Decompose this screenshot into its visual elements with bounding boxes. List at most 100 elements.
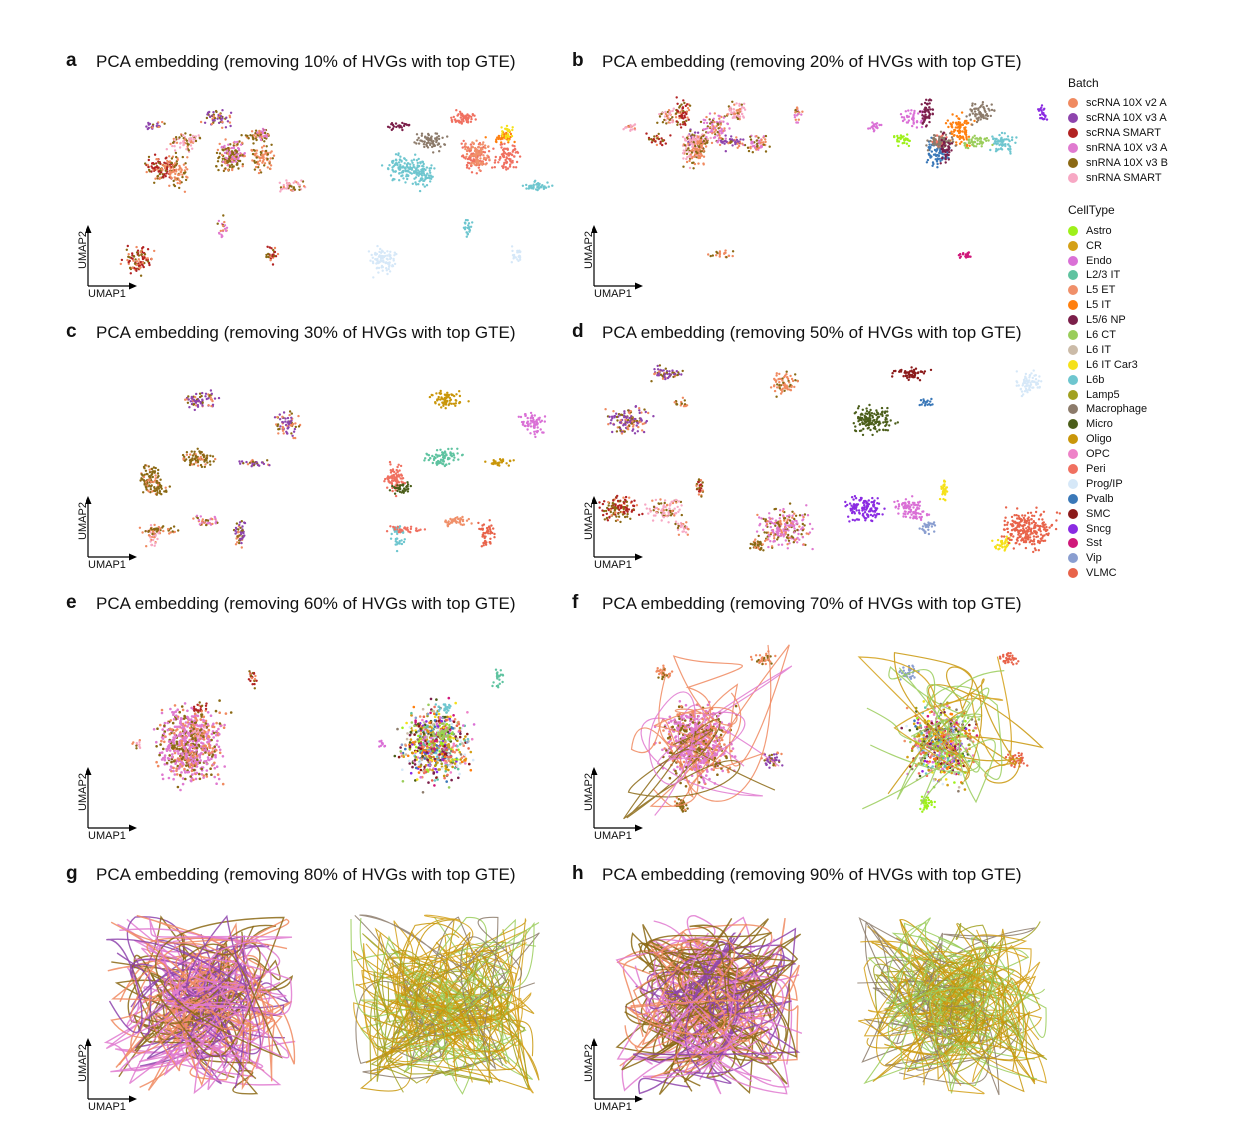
cell-point — [203, 465, 206, 469]
cell-cluster — [484, 458, 515, 467]
cell-point — [217, 168, 220, 172]
cell-point — [780, 531, 784, 534]
cell-point — [163, 161, 166, 164]
cell-point — [878, 123, 881, 127]
cell-cluster — [598, 494, 644, 524]
cell-cluster — [521, 179, 554, 192]
cell-point — [407, 124, 410, 127]
cell-cluster — [409, 157, 436, 193]
cell-point — [927, 99, 931, 102]
cell-point — [399, 124, 402, 128]
cell-point — [498, 461, 501, 464]
cell-point — [732, 108, 736, 111]
cell-point — [415, 183, 418, 186]
cell-point — [285, 432, 289, 435]
cell-point — [474, 153, 477, 157]
cell-point — [216, 117, 219, 120]
cell-point — [465, 231, 468, 234]
cell-point — [995, 149, 999, 152]
cell-point — [713, 112, 716, 115]
cell-point — [277, 432, 280, 435]
cell-point — [512, 459, 515, 462]
cell-point — [145, 488, 148, 491]
cell-point — [688, 137, 692, 141]
cell-point — [641, 512, 644, 516]
cell-point — [389, 257, 392, 261]
cell-point — [647, 411, 650, 415]
cell-point — [674, 522, 677, 526]
cell-cluster — [769, 370, 799, 398]
cell-point — [723, 127, 726, 130]
cell-point — [614, 503, 617, 507]
cell-point — [1004, 143, 1007, 146]
cell-point — [224, 151, 227, 155]
cell-point — [493, 536, 496, 539]
cell-point — [529, 416, 532, 420]
cell-point — [633, 127, 636, 130]
cell-point — [469, 120, 473, 123]
cell-point — [654, 498, 658, 502]
cell-point — [950, 130, 953, 133]
cell-point — [398, 469, 401, 472]
cell-point — [788, 519, 792, 522]
cell-point — [223, 146, 226, 149]
cell-point — [612, 423, 616, 426]
cell-point — [398, 485, 401, 488]
cell-point — [936, 148, 939, 151]
cell-point — [218, 113, 222, 116]
cell-point — [239, 526, 242, 529]
cell-point — [958, 142, 962, 145]
cell-point — [190, 463, 194, 466]
cell-point — [495, 138, 498, 141]
cell-point — [690, 151, 694, 154]
cell-point — [182, 134, 185, 137]
cell-point — [514, 256, 517, 259]
cell-point — [699, 120, 703, 124]
cell-point — [292, 181, 295, 184]
cell-point — [178, 179, 182, 183]
cell-point — [792, 541, 795, 544]
cell-point — [135, 260, 139, 263]
cell-point — [751, 140, 754, 144]
cell-point — [920, 125, 924, 129]
cell-point — [623, 430, 626, 433]
cell-point — [154, 466, 157, 470]
cell-point — [793, 517, 796, 521]
cell-point — [269, 255, 272, 258]
cell-point — [869, 127, 872, 130]
cell-point — [392, 473, 396, 477]
cell-point — [910, 109, 913, 112]
cell-point — [661, 377, 665, 380]
cell-point — [460, 118, 463, 121]
cell-point — [414, 181, 417, 184]
cell-point — [685, 139, 688, 142]
cell-point — [928, 102, 931, 105]
cell-point — [811, 547, 814, 551]
cell-point — [625, 126, 628, 129]
cell-point — [173, 165, 176, 169]
panel-a: a PCA embedding (removing 10% of HVGs wi… — [66, 50, 586, 312]
cell-point — [395, 252, 398, 256]
cell-point — [796, 541, 799, 544]
cell-point — [398, 168, 401, 171]
cell-point — [952, 134, 956, 137]
cell-point — [797, 532, 800, 536]
cell-point — [278, 181, 281, 184]
cell-point — [199, 515, 202, 518]
cell-point — [173, 149, 177, 152]
cell-point — [262, 135, 266, 138]
cell-point — [254, 132, 257, 135]
cell-cluster — [893, 133, 911, 148]
cell-point — [480, 151, 484, 154]
cell-point — [959, 130, 962, 133]
cell-point — [269, 259, 272, 262]
cell-point — [794, 514, 798, 517]
cell-point — [457, 517, 460, 521]
cell-point — [482, 141, 485, 144]
cell-point — [290, 412, 293, 415]
cell-point — [941, 156, 944, 160]
cell-point — [936, 162, 939, 166]
cell-point — [151, 162, 154, 165]
cell-point — [775, 372, 778, 375]
cell-point — [478, 169, 481, 172]
